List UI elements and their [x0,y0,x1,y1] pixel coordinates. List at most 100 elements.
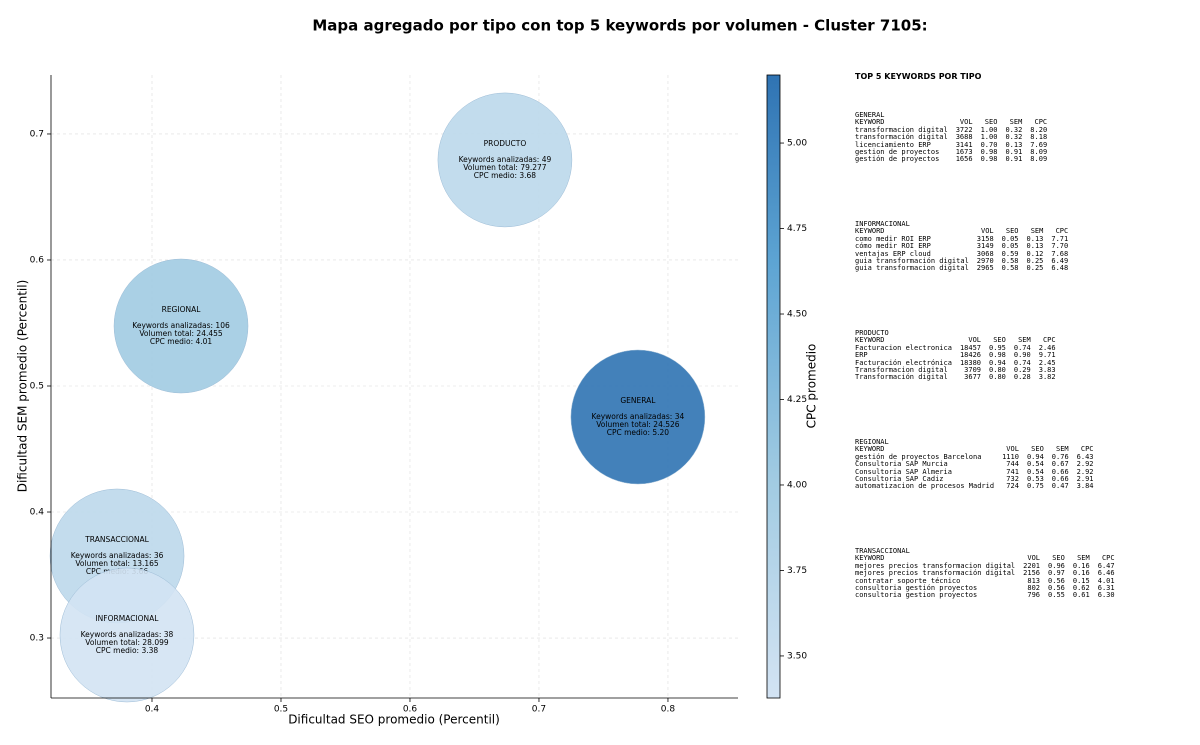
metric-cell: 8.09 [1030,155,1048,164]
group-name: GENERAL [855,111,885,119]
column-header: KEYWORD [855,227,885,236]
y-tick-label: 0.4 [30,508,45,518]
metric-cell: 1.00 [980,125,998,134]
keyword-row: Consultoria SAP Murcia 744 0.54 0.67 2.92 [855,460,1094,469]
metric-cell: 0.56 [1048,576,1065,585]
keyword-row: ventajas ERP cloud 3068 0.59 0.12 7.68 [855,249,1068,258]
keyword-row: gestión de proyectos 1656 0.98 0.91 8.09 [855,155,1048,164]
metric-cell: 0.16 [1072,569,1090,578]
keyword-group: GENERAL KEYWORD VOL SEO SEM CPC transformacion… [855,111,1048,164]
keyword-cell: Transformacion digital [855,366,948,375]
bubble [570,349,706,485]
keyword-cell: mejores precios transformación digital [855,569,1016,578]
group-name: REGIONAL [855,438,889,446]
keyword-cell: licenciamiento ERP [855,140,931,149]
y-axis-label: Dificultad SEM promedio (Percentil) [16,280,30,493]
keyword-row: consultoria gestion proyectos 796 0.55 0.61… [855,592,1115,600]
colorbar-tick-label: 3.50 [787,651,807,661]
column-header: SEO [984,118,998,127]
column-header: VOL [1027,554,1041,563]
column-header: VOL [959,118,973,127]
keyword-cell: Transformación digital [855,373,948,382]
x-axis-label: Dificultad SEO promedio (Percentil) [288,713,500,727]
column-header: SEO [1005,227,1019,236]
colorbar-tick-label: 4.00 [787,480,807,490]
metric-cell: 802 [1027,584,1041,593]
column-header: VOL [968,336,982,345]
keyword-group: INFORMACIONAL KEYWORD VOL SEO SEM CPC como med… [855,220,1069,273]
colorbar-tick-label: 3.75 [787,566,807,576]
keyword-group: REGIONAL KEYWORD VOL SEO SEM CPC gestión de pr… [855,438,1094,491]
group-name: PRODUCTO [855,329,889,337]
metric-cell: 0.94 [989,358,1006,367]
keyword-row: Facturacion electronica 18457 0.95 0.74 2.46 [855,343,1056,352]
column-header: SEO [993,336,1006,345]
bubble-text: Volumen total: 79.277 [463,163,547,172]
column-header: KEYWORD [855,445,885,454]
metric-cell: 3158 [976,234,994,243]
bubble [59,567,195,703]
metric-cell: 0.32 [1005,125,1023,134]
column-header: SEM [1018,336,1031,345]
bubble-text: Volumen total: 24.526 [596,420,680,429]
column-header: SEO [1052,554,1065,563]
metric-cell: 9.71 [1038,351,1056,360]
metric-cell: 0.75 [1026,482,1044,491]
bubble-text: Keywords analizadas: 38 [81,630,174,639]
keyword-row: gestion de proyectos 1673 0.98 0.91 8.09 [855,148,1047,157]
metric-cell: 1.00 [980,133,998,142]
metric-cell: 0.58 [1001,257,1019,266]
metric-cell: 3.84 [1076,482,1094,491]
bubble-name: REGIONAL [162,305,202,314]
metric-cell: 8.18 [1030,133,1048,142]
bubble-text: Keywords analizadas: 49 [459,155,552,164]
metric-cell: 3.83 [1038,366,1056,375]
metric-cell: 18426 [959,351,982,360]
keywords-panel: TOP 5 KEYWORDS POR TIPO GENERAL KEYWORD VO… [855,72,1115,599]
metric-cell: 7.71 [1051,234,1069,243]
x-tick-label: 0.5 [274,705,288,715]
metric-cell: 0.47 [1051,482,1069,491]
metric-cell: 2970 [976,257,994,266]
colorbar-tick-label: 4.75 [787,224,807,234]
colorbar [766,74,781,699]
keyword-cell: contratar soporte técnico [855,576,961,585]
keyword-row: Consultoria SAP Almeria 741 0.54 0.66 2.92 [855,467,1094,476]
keyword-cell: automatizacion de procesos Madrid [855,482,995,491]
metric-cell: 2965 [976,264,994,273]
metric-cell: 3722 [955,125,973,134]
metric-cell: 0.54 [1026,460,1044,469]
keyword-row: guia transformación digital 2970 0.58 0.25 6… [855,257,1068,266]
keyword-row: ERP 18426 0.98 0.90 9.71 [855,351,1056,360]
keyword-row: cómo medir ROI ERP 3149 0.05 0.13 7.70 [855,242,1069,251]
metric-cell: 1673 [955,148,973,157]
bubble-text: CPC medio: 4.01 [150,337,213,346]
column-header: VOL [981,227,994,236]
bubble-text: Keywords analizadas: 106 [132,321,230,330]
metric-cell: 0.95 [989,343,1006,352]
bubble-text: CPC medio: 5.20 [607,428,670,437]
keyword-row: transformación digital 3688 1.00 0.32 8.18 [855,133,1048,142]
metric-cell: 0.66 [1051,467,1069,476]
bubble-text: CPC medio: 3.38 [96,646,159,655]
metric-cell: 732 [1006,475,1019,484]
column-header: SEM [1009,118,1023,127]
metric-cell: 7.70 [1051,242,1069,251]
metric-cell: 0.59 [1001,249,1019,258]
metric-cell: 0.58 [1001,264,1019,273]
metric-cell: 0.90 [1013,351,1031,360]
keyword-cell: gestión de proyectos Barcelona [855,452,982,461]
metric-cell: 0.15 [1072,576,1090,585]
keyword-cell: cómo medir ROI ERP [855,242,931,251]
metric-cell: 813 [1027,576,1041,585]
header-row: KEYWORD VOL SEO SEM CPC [855,336,1056,345]
metric-cell: 0.74 [1013,358,1031,367]
keyword-cell: Consultoria SAP Almeria [855,467,952,476]
keyword-table: KEYWORD VOL SEO SEM CPC Facturacion electroni… [855,336,1056,382]
column-header: CPC [1042,336,1056,345]
keyword-cell: Facturacion electronica [855,343,952,352]
bubble [113,258,249,394]
x-tick-label: 0.8 [661,705,676,715]
